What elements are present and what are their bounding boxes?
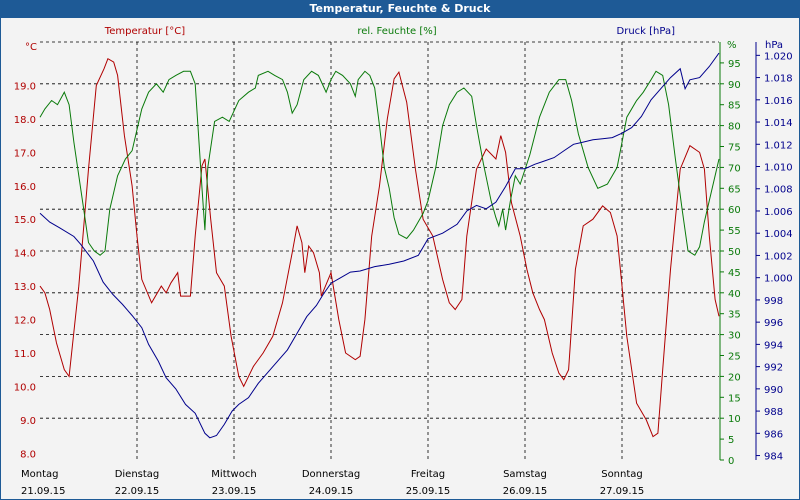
pressure-tick-label: 994	[764, 340, 783, 351]
pressure-tick-label: 984	[764, 452, 783, 463]
temperature-unit-label: °C	[25, 42, 37, 53]
x-date-label: 21.09.15	[21, 486, 66, 497]
temperature-axis-title: Temperatur [°C]	[104, 26, 185, 37]
temperature-tick-label: 10.0	[14, 382, 36, 393]
humidity-unit-label: %	[727, 40, 737, 51]
x-day-label: Samstag	[503, 469, 547, 480]
series-line-pressure	[39, 52, 720, 439]
pressure-axis-title: Druck [hPa]	[617, 26, 676, 37]
humidity-tick-label: 70	[728, 163, 741, 174]
pressure-tick-label: 998	[764, 296, 783, 307]
temperature-tick-label: 13.0	[14, 282, 36, 293]
pressure-tick-label: 990	[764, 385, 783, 396]
humidity-tick-label: 30	[728, 331, 741, 342]
x-day-label: Dienstag	[115, 469, 160, 480]
temperature-tick-label: 9.0	[20, 416, 36, 427]
axis-labels: °C Temperatur [°C] rel. Feuchte [%]% Druck …	[21, 26, 783, 497]
pressure-tick-label: 1.020	[764, 51, 793, 62]
pressure-tick-label: 996	[764, 318, 783, 329]
temperature-tick-label: 11.0	[14, 349, 36, 360]
x-date-label: 23.09.15	[212, 486, 257, 497]
pressure-tick-label: 1.006	[764, 207, 793, 218]
pressure-tick-label: 988	[764, 407, 783, 418]
humidity-tick-label: 50	[728, 247, 741, 258]
x-day-label: Montag	[21, 469, 58, 480]
x-day-label: Donnerstag	[302, 469, 360, 480]
humidity-axis-title: rel. Feuchte [%]	[357, 26, 436, 37]
x-date-label: 22.09.15	[115, 486, 160, 497]
temperature-tick-label: 14.0	[14, 249, 36, 260]
pressure-tick-label: 1.014	[764, 118, 793, 129]
series-line-humidity	[39, 70, 720, 256]
humidity-tick-label: 25	[728, 352, 741, 363]
humidity-tick-label: 10	[728, 414, 741, 425]
humidity-tick-label: 75	[728, 143, 741, 154]
x-date-label: 25.09.15	[406, 486, 451, 497]
pressure-tick-label: 1.018	[764, 74, 793, 85]
humidity-tick-label: 45	[728, 268, 741, 279]
x-date-label: 26.09.15	[503, 486, 548, 497]
temperature-tick-label: 19.0	[14, 81, 36, 92]
axes: 8.0 9.0 10.0 11.0 12.0 13.0 14.0 15.0 16.0 17.0 18…	[14, 42, 793, 467]
pressure-tick-label: 1.004	[764, 229, 793, 240]
pressure-tick-label: 986	[764, 429, 783, 440]
chart-title: Temperatur, Feuchte & Druck	[0, 0, 800, 18]
humidity-tick-label: 0	[728, 456, 734, 467]
pressure-unit-label: hPa	[765, 40, 783, 51]
temperature-tick-label: 18.0	[14, 115, 36, 126]
humidity-tick-label: 40	[728, 289, 741, 300]
humidity-tick-label: 85	[728, 101, 741, 112]
grid	[40, 41, 719, 460]
humidity-tick-label: 15	[728, 393, 741, 404]
humidity-tick-label: 5	[728, 435, 734, 446]
x-date-label: 24.09.15	[309, 486, 354, 497]
humidity-tick-label: 35	[728, 310, 741, 321]
pressure-tick-label: 1.000	[764, 274, 793, 285]
pressure-tick-label: 1.012	[764, 140, 793, 151]
pressure-tick-label: 1.008	[764, 185, 793, 196]
x-day-label: Sonntag	[601, 469, 643, 480]
series-group	[39, 52, 720, 439]
pressure-tick-label: 992	[764, 363, 783, 374]
temperature-tick-label: 16.0	[14, 182, 36, 193]
humidity-tick-label: 65	[728, 184, 741, 195]
temperature-tick-label: 8.0	[20, 449, 36, 460]
humidity-tick-label: 95	[728, 59, 741, 70]
x-date-label: 27.09.15	[600, 486, 645, 497]
temperature-tick-label: 17.0	[14, 148, 36, 159]
series-line-temperature	[39, 57, 720, 438]
pressure-tick-label: 1.002	[764, 251, 793, 262]
humidity-tick-label: 20	[728, 372, 741, 383]
pressure-tick-label: 1.010	[764, 163, 793, 174]
x-day-label: Mittwoch	[211, 469, 256, 480]
humidity-tick-label: 80	[728, 122, 741, 133]
humidity-tick-label: 55	[728, 226, 741, 237]
humidity-tick-label: 60	[728, 205, 741, 216]
temperature-tick-label: 12.0	[14, 316, 36, 327]
temperature-tick-label: 15.0	[14, 215, 36, 226]
pressure-tick-label: 1.016	[764, 96, 793, 107]
x-day-label: Freitag	[411, 469, 445, 480]
humidity-tick-label: 90	[728, 80, 741, 91]
